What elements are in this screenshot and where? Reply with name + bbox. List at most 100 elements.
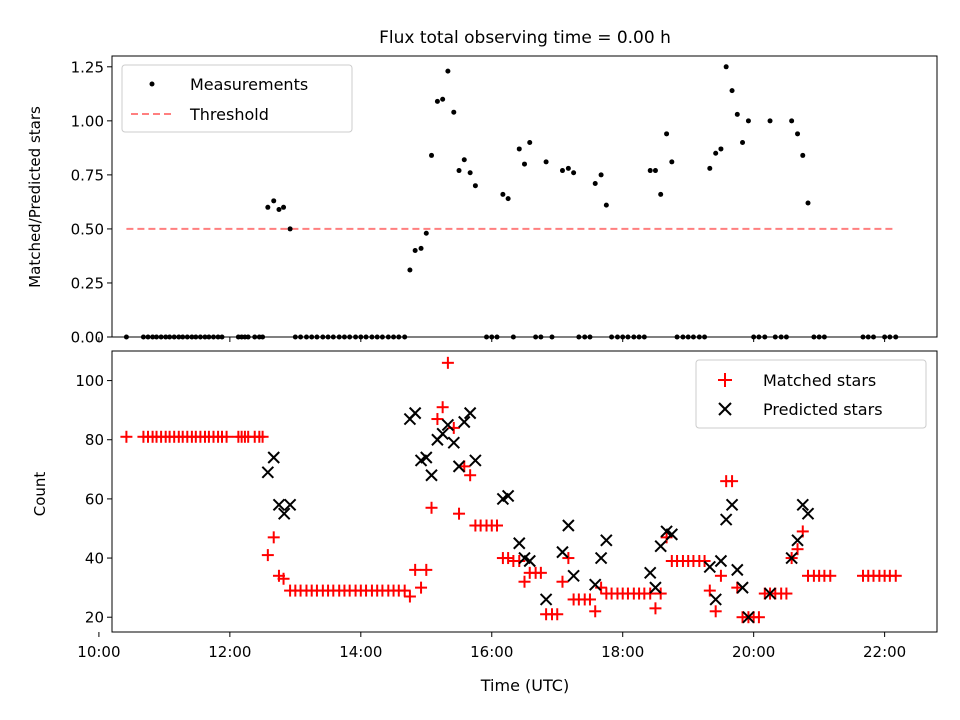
matched-star-point	[649, 602, 662, 615]
x-tick-label: 10:00	[77, 643, 120, 661]
matched-star-point	[502, 552, 515, 565]
predicted-star-point	[425, 469, 438, 482]
matched-star-point	[589, 605, 602, 618]
measurement-point	[664, 131, 670, 137]
measurement-point	[740, 139, 746, 145]
matched-star-point	[534, 566, 547, 579]
x-tick-label: 22:00	[863, 643, 906, 661]
matched-star-point	[431, 413, 444, 426]
matched-star-point	[551, 608, 564, 621]
predicted-star-point	[742, 611, 755, 624]
matched-star-point	[453, 507, 466, 520]
measurement-point	[729, 88, 735, 94]
predicted-star-point	[441, 418, 455, 432]
predicted-star-point	[556, 545, 569, 559]
measurement-point	[522, 161, 527, 167]
measurement-point	[723, 64, 729, 70]
measurement-point	[559, 168, 565, 174]
measurement-point	[767, 118, 773, 124]
predicted-star-point	[463, 406, 477, 420]
measurement-point	[505, 196, 511, 202]
measurement-point	[592, 181, 598, 187]
count-y-axis-label: Count	[31, 472, 49, 517]
measurement-point	[516, 146, 522, 152]
matched-star-point	[491, 519, 503, 532]
measurement-point	[800, 152, 806, 158]
matched-star-point	[436, 401, 449, 414]
matched-star-point	[513, 555, 526, 568]
measurement-point	[745, 118, 751, 124]
y-tick-label: 40	[85, 550, 104, 568]
measurement-point	[734, 111, 740, 117]
predicted-star-point	[725, 498, 739, 512]
predicted-star-point	[283, 498, 297, 512]
matched-star-point	[583, 593, 596, 606]
predicted-star-point	[420, 451, 433, 464]
x-tick-label: 12:00	[208, 643, 251, 661]
ratio-panel: Flux total observing time = 0.00 h 0.00 0…	[26, 28, 938, 347]
matched-star-point	[425, 501, 438, 514]
measurement-point	[647, 168, 653, 174]
legend-label-measurements: Measurements	[190, 75, 308, 94]
measurement-point	[418, 245, 424, 251]
count-axes: 20 40 60 80 100 10:00 12:00 14:00 16:00 18:00 20:0…	[75, 372, 906, 661]
measurement-point	[795, 131, 801, 137]
measurement-point	[467, 170, 473, 176]
measurement-point	[451, 109, 457, 115]
matched-star-point	[752, 611, 765, 624]
matched-star-point	[644, 587, 657, 600]
y-tick-label: 100	[75, 372, 104, 390]
predicted-star-point	[703, 560, 717, 574]
matched-star-point	[256, 430, 269, 443]
ratio-legend: Measurements Threshold	[121, 64, 353, 133]
predicted-star-point	[600, 534, 613, 547]
predicted-star-point	[261, 466, 275, 479]
predicted-legend-marker	[718, 402, 732, 416]
y-tick-label: 0.50	[71, 220, 104, 238]
measurement-point	[707, 165, 713, 171]
measurement-point	[265, 204, 271, 210]
predicted-star-point	[567, 569, 580, 583]
y-tick-label: 0.25	[71, 274, 104, 292]
matched-star-point	[261, 549, 274, 562]
predicted-star-point	[644, 566, 657, 580]
x-tick-label: 18:00	[601, 643, 644, 661]
measurement-points	[123, 64, 899, 340]
predicted-star-point	[665, 528, 679, 541]
predicted-star-point	[589, 578, 602, 591]
predicted-star-point	[785, 551, 798, 565]
measurement-point	[271, 198, 277, 204]
x-axis-label: Time (UTC)	[480, 676, 569, 695]
matched-star-point	[780, 587, 793, 600]
matched-star-point	[409, 563, 422, 576]
matched-star-point	[267, 531, 280, 544]
y-tick-label: 20	[85, 609, 104, 627]
measurement-point	[445, 68, 451, 74]
matched-star-point	[403, 590, 416, 603]
predicted-star-point	[523, 554, 536, 568]
predicted-star-point	[539, 593, 553, 606]
matched-star-point	[518, 575, 531, 588]
measurements-legend-marker	[149, 81, 155, 87]
count-legend: Matched stars Predicted stars	[695, 359, 927, 429]
measurement-point	[718, 146, 724, 152]
measurement-point	[429, 152, 435, 158]
predicted-star-point	[763, 587, 777, 600]
y-tick-label: 0.75	[71, 166, 104, 184]
count-plot-frame	[111, 350, 938, 633]
matched-star-point	[277, 572, 290, 585]
matched-star-point	[441, 356, 454, 369]
matched-star-point	[420, 563, 433, 576]
predicted-star-point	[649, 581, 662, 594]
matched-star-point	[714, 569, 727, 582]
y-tick-label: 0.00	[71, 329, 104, 347]
measurement-point	[276, 206, 282, 212]
predicted-star-point	[436, 427, 449, 441]
x-tick-label: 20:00	[732, 643, 775, 661]
predicted-star-point	[452, 460, 466, 473]
measurement-point	[527, 139, 533, 145]
predicted-star-point	[501, 489, 515, 503]
measurement-point	[412, 248, 418, 254]
measurement-point	[565, 165, 571, 171]
